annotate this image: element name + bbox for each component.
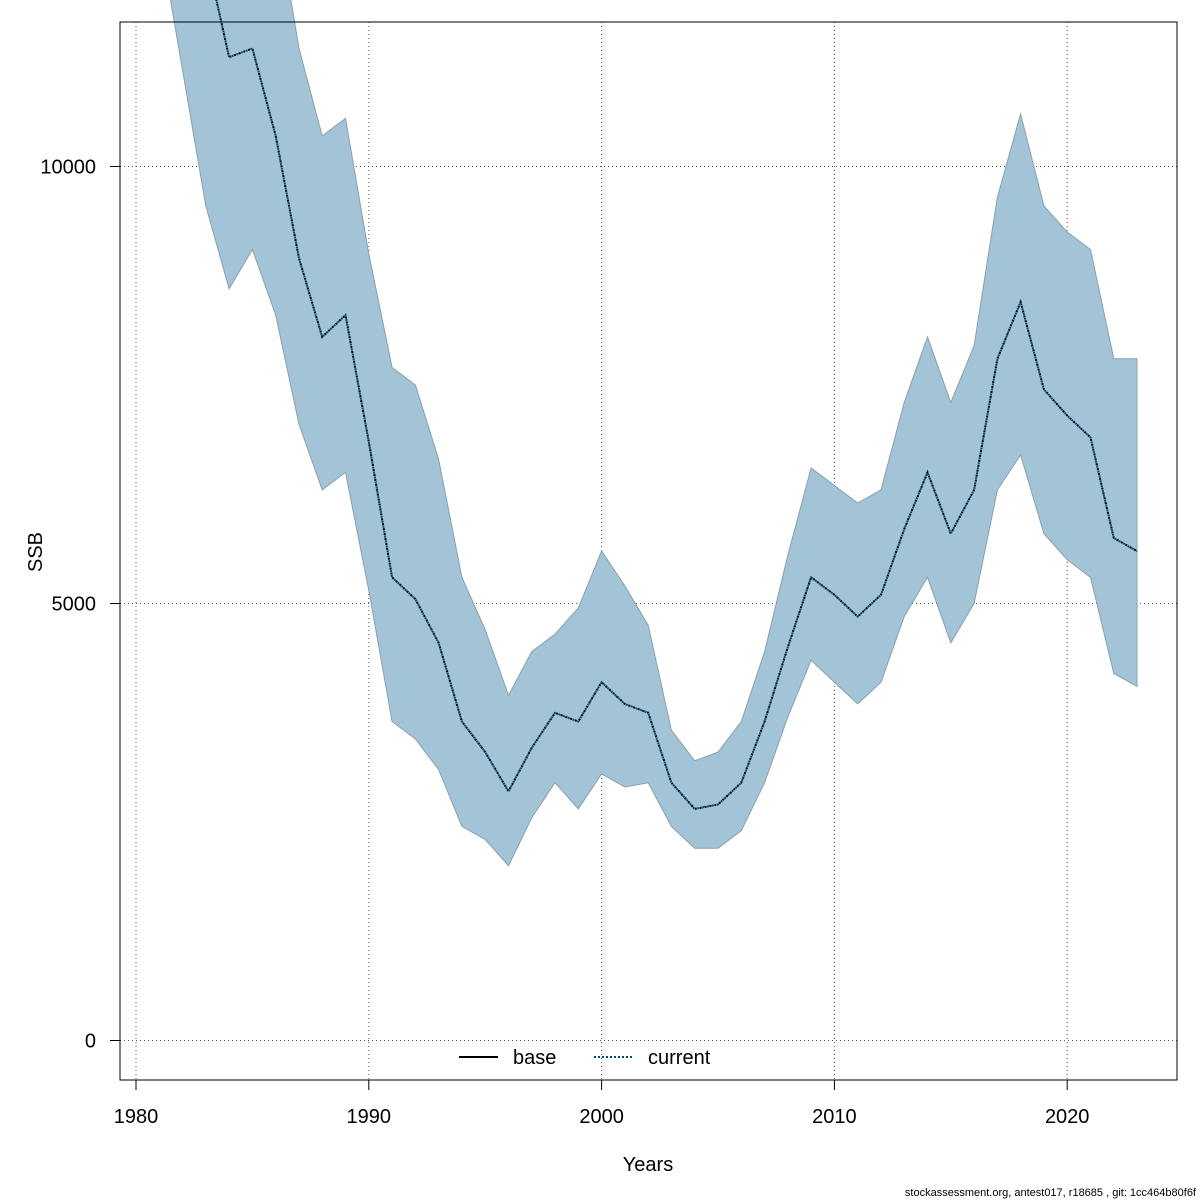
x-tick-label-1980: 1980: [114, 1106, 159, 1128]
legend-label-base: base: [513, 1047, 556, 1069]
y-tick-label-10000: 10000: [40, 157, 96, 179]
plot-frame: [119, 21, 1178, 1081]
x-tick-label-2000: 2000: [579, 1106, 624, 1128]
y-tick-label-5000: 5000: [52, 594, 97, 616]
confidence-band: [169, 0, 1138, 867]
x-tick-label-2020: 2020: [1045, 1106, 1090, 1128]
y-axis: 05000100001500020000: [40, 157, 120, 1053]
x-axis-title: Years: [623, 1154, 673, 1176]
series-line-base: [215, 0, 1138, 810]
y-axis-title: SSB: [25, 532, 47, 572]
legend: base current: [459, 1047, 711, 1069]
legend-label-current: current: [648, 1047, 711, 1069]
x-tick-label-1990: 1990: [347, 1106, 392, 1128]
y-tick-label-0: 0: [85, 1031, 96, 1053]
footer-text: stockassessment.org, antest017, r18685 ,…: [905, 1187, 1197, 1199]
x-axis: 1980 1990 2000 2010 2020: [114, 1080, 1090, 1128]
x-tick-label-2010: 2010: [812, 1106, 857, 1128]
